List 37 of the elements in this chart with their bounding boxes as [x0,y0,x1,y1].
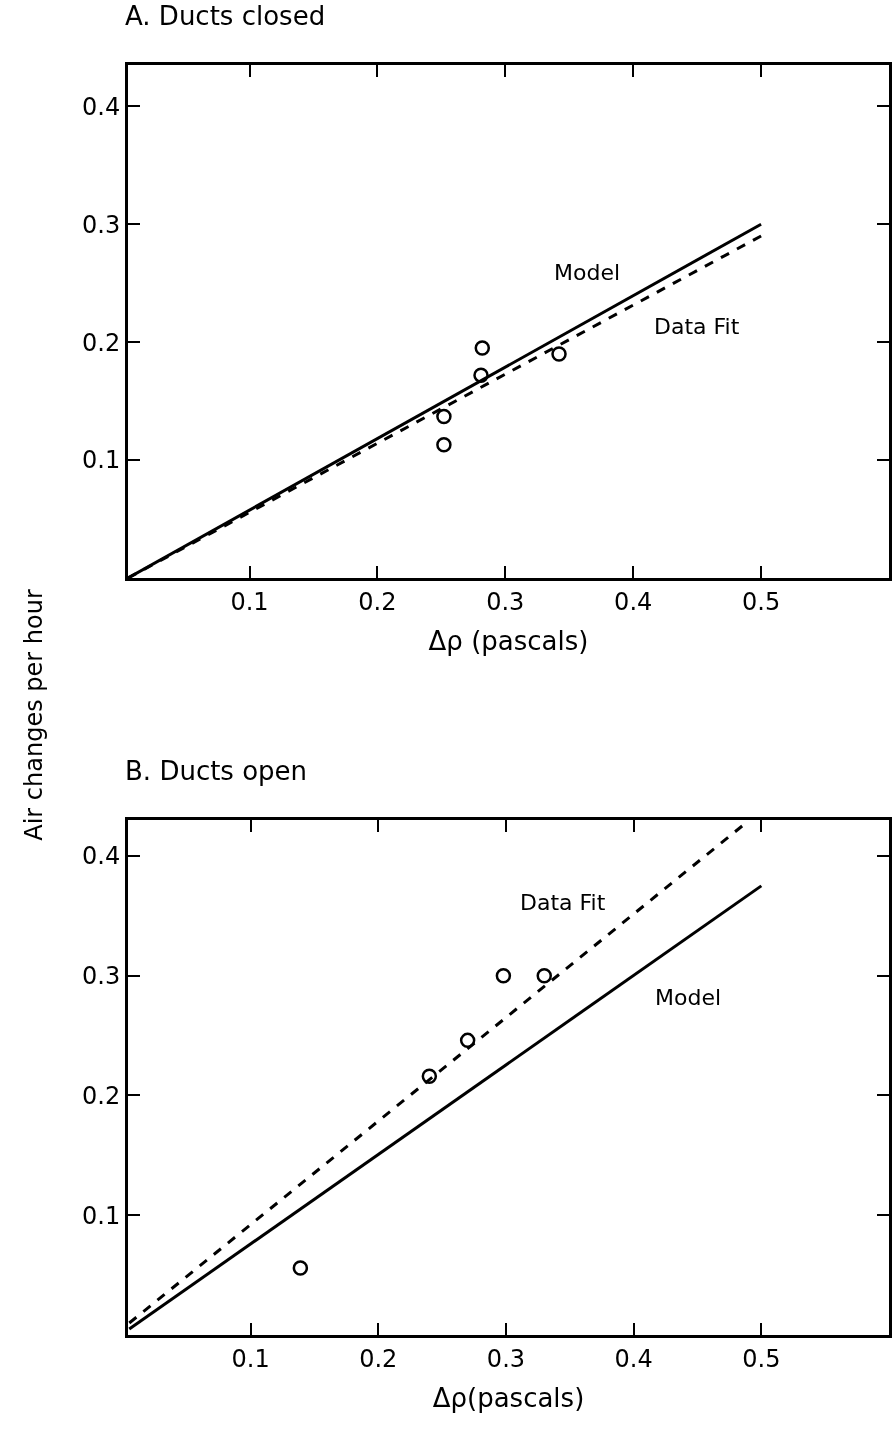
y-tick-label: 0.4 [82,842,121,871]
x-tick-label: 0.5 [742,587,781,616]
y-tick-label: 0.3 [82,962,121,991]
y-tick-label: 0.1 [82,1201,121,1230]
series-label: Model [655,985,722,1010]
point [436,408,452,425]
x-tick-label: 0.4 [614,1344,653,1373]
series-label: Data Fit [654,314,740,339]
point [536,967,552,984]
point [459,1032,476,1049]
x-tick-label: 0.4 [614,587,653,616]
point [473,367,489,383]
chart-title: B. Ducts open [125,756,308,786]
point [495,967,512,984]
x-tick-label: 0.3 [486,587,525,616]
x-tick-label: 0.2 [359,1344,398,1373]
y-tick-label: 0.1 [82,446,121,475]
chart-title: A. Ducts closed [125,1,326,31]
series-label: Data Fit [520,890,606,915]
x-axis-title: Δρ (pascals) [428,626,589,657]
point [474,340,491,356]
x-tick-label: 0.3 [486,1344,526,1373]
series-label: Model [554,260,621,285]
y-tick-label: 0.4 [82,92,121,121]
point [292,1260,309,1276]
point [551,346,567,362]
x-axis-title: Δρ(pascals) [432,1383,585,1414]
y-tick-label: 0.3 [82,210,121,239]
x-tick-label: 0.1 [230,587,269,616]
x-tick-label: 0.5 [742,1344,781,1373]
y-tick-label: 0.2 [82,328,121,357]
x-tick-label: 0.1 [231,1344,270,1373]
y-tick-label: 0.2 [82,1081,121,1110]
x-tick-label: 0.2 [358,587,397,616]
y-axis-title: Air changes per hour [19,589,48,841]
point [436,436,452,453]
point [421,1068,438,1085]
